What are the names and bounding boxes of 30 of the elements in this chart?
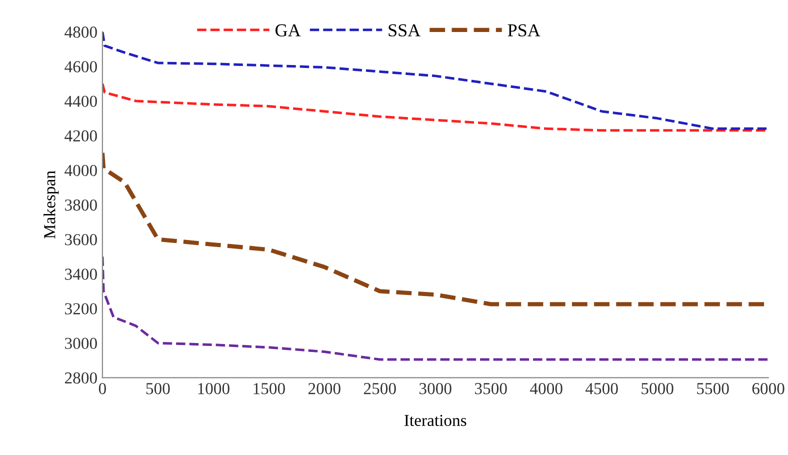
y-tick-label: 4000 — [64, 164, 97, 176]
legend-label: SSA — [388, 24, 421, 36]
y-tick-label: 3800 — [65, 199, 97, 211]
x-tick-label: 2500 — [364, 382, 396, 394]
y-tick-label: 3000 — [65, 338, 97, 350]
y-tick-label: 2800 — [64, 372, 97, 384]
x-tick-label: 5500 — [697, 382, 729, 394]
y-tick-label: 4800 — [64, 26, 97, 38]
y-tick-label: 4400 — [64, 96, 97, 107]
y-tick-label: 4600 — [64, 61, 97, 72]
x-tick-label: 1000 — [198, 382, 230, 394]
x-tick-label: 5000 — [642, 382, 674, 394]
x-tick-label: 1500 — [254, 382, 285, 394]
y-axis-title: Makespan — [44, 170, 59, 239]
legend-label: GA — [276, 24, 301, 36]
x-tick-label: 4500 — [585, 382, 618, 394]
x-tick-label: 3000 — [420, 382, 452, 394]
x-tick-label: 6000 — [752, 382, 784, 394]
x-tick-label: 2000 — [308, 382, 340, 394]
x-tick-label: 0 — [98, 382, 106, 394]
y-tick-label: 3400 — [65, 268, 97, 280]
x-tick-label: 3500 — [474, 382, 507, 394]
y-tick-label: 4200 — [64, 130, 97, 142]
x-tick-label: 500 — [146, 382, 170, 394]
y-tick-label: 3200 — [65, 303, 97, 314]
x-tick-label: 4000 — [530, 382, 562, 394]
legend-label: PSA — [508, 24, 540, 36]
x-axis-title: Iterations — [404, 414, 466, 426]
line-series — [102, 255, 768, 361]
y-tick-label: 3600 — [65, 234, 97, 246]
